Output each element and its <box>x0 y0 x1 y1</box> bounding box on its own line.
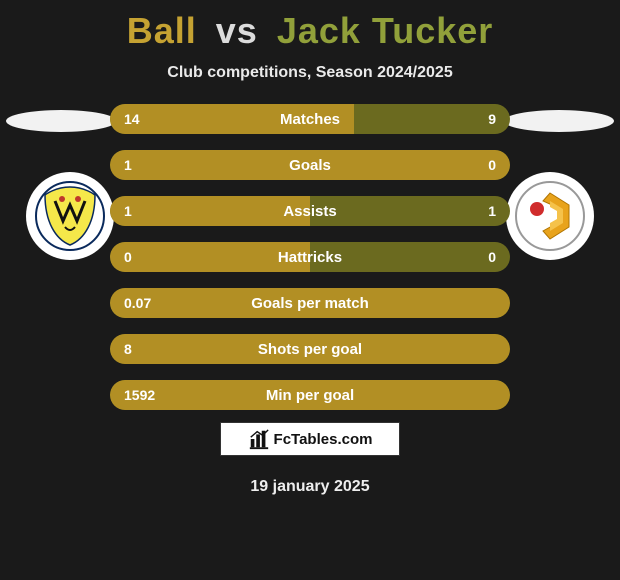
comparison-stage: Matches149Goals10Assists11Hattricks00Goa… <box>0 92 620 532</box>
subtitle: Club competitions, Season 2024/2025 <box>0 64 620 82</box>
stat-row: Min per goal1592 <box>110 380 510 410</box>
brand-text: FcTables.com <box>274 431 373 448</box>
stat-label: Shots per goal <box>110 334 510 364</box>
stat-row: Goals per match0.07 <box>110 288 510 318</box>
stat-label: Goals <box>110 150 510 180</box>
stat-label: Goals per match <box>110 288 510 318</box>
stat-label: Min per goal <box>110 380 510 410</box>
comparison-title: Ball vs Jack Tucker <box>0 0 620 52</box>
stat-label: Hattricks <box>110 242 510 272</box>
stat-value-left: 14 <box>124 104 140 134</box>
stat-value-right: 0 <box>488 242 496 272</box>
stat-value-left: 0 <box>124 242 132 272</box>
stat-row: Goals1 0 <box>110 150 510 180</box>
player1-silhouette <box>6 110 116 132</box>
stat-value-left: 8 <box>124 334 132 364</box>
player2-name: Jack Tucker <box>277 10 493 51</box>
stat-label: Matches <box>110 104 510 134</box>
stat-value-left: 1592 <box>124 380 155 410</box>
player2-club-badge <box>506 172 594 260</box>
afc-wimbledon-crest-icon <box>35 181 105 251</box>
player1-club-badge <box>26 172 114 260</box>
player1-name: Ball <box>127 10 197 51</box>
vs-label: vs <box>216 10 258 51</box>
stat-bars: Matches149Goals10Assists11Hattricks00Goa… <box>110 104 510 426</box>
stat-row: Matches14 9 <box>110 104 510 134</box>
stat-value-right: 0 <box>488 150 496 180</box>
stat-row: Assists1 1 <box>110 196 510 226</box>
fctables-logo: FcTables.com <box>220 422 400 456</box>
stat-value-left: 1 <box>124 150 132 180</box>
stat-value-left: 1 <box>124 196 132 226</box>
snapshot-date: 19 january 2025 <box>0 478 620 496</box>
mk-dons-crest-icon <box>515 181 585 251</box>
stat-row: Shots per goal8 <box>110 334 510 364</box>
stat-row: Hattricks0 0 <box>110 242 510 272</box>
bar-chart-icon <box>248 428 270 450</box>
stat-value-left: 0.07 <box>124 288 151 318</box>
player2-silhouette <box>504 110 614 132</box>
stat-value-right: 9 <box>488 104 496 134</box>
stat-label: Assists <box>110 196 510 226</box>
stat-value-right: 1 <box>488 196 496 226</box>
